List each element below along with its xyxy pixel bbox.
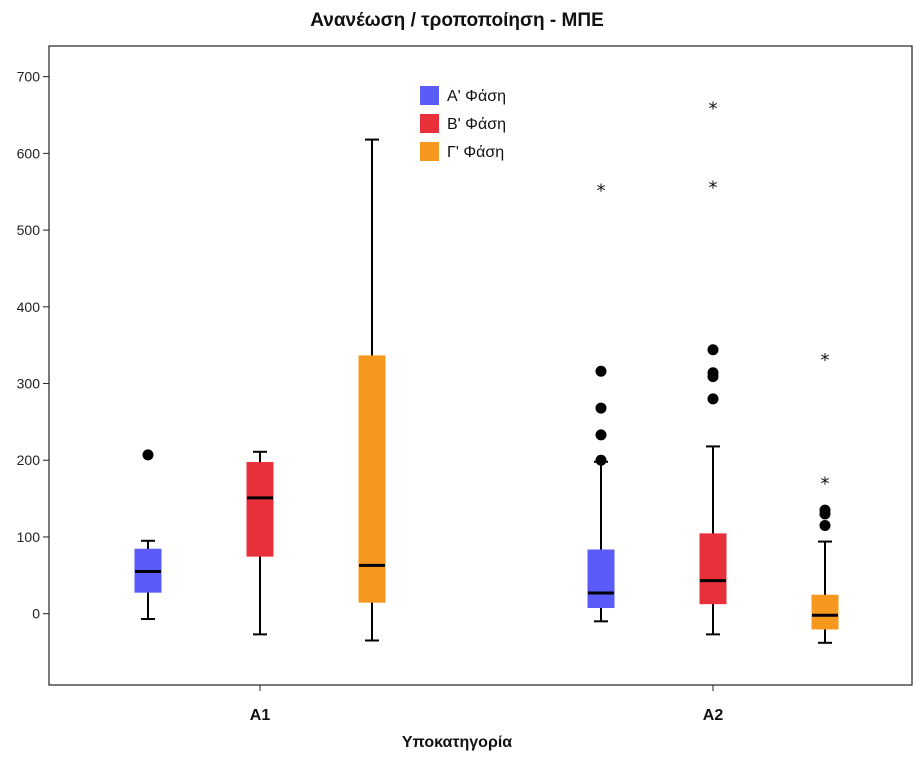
box-a1-series3 <box>358 355 386 603</box>
extreme-point: * <box>709 177 718 198</box>
extreme-point: * <box>709 98 718 119</box>
plot-frame <box>48 45 913 686</box>
y-tick-label: 300 <box>17 376 41 392</box>
legend-swatch <box>420 86 439 105</box>
box-a1-series2 <box>246 462 274 557</box>
y-tick-label: 400 <box>17 299 41 315</box>
legend-swatch <box>420 142 439 161</box>
legend-label: Γ' Φάση <box>447 144 504 161</box>
outlier-point <box>595 454 607 466</box>
y-tick-label: 500 <box>17 222 41 238</box>
y-tick-label: 600 <box>17 145 41 161</box>
chart-title: Ανανέωση / τροποποίηση - ΜΠΕ <box>310 10 604 31</box>
outlier-point <box>707 367 719 379</box>
box-a2-series1 <box>587 549 615 609</box>
outlier-point <box>707 393 719 405</box>
legend-label: Β' Φάση <box>447 116 506 133</box>
extreme-point: * <box>821 473 830 494</box>
x-tick-label: A1 <box>250 707 271 724</box>
extreme-point: * <box>597 180 606 201</box>
y-tick-label: 0 <box>32 606 40 622</box>
y-tick-label: 100 <box>17 529 41 545</box>
outlier-point <box>707 344 719 356</box>
x-axis-title: Υποκατηγορία <box>401 734 513 751</box>
extreme-point: * <box>821 350 830 371</box>
outlier-point <box>595 429 607 441</box>
outlier-point <box>595 402 607 414</box>
outlier-point <box>819 504 831 516</box>
outlier-point <box>819 519 831 531</box>
legend-label: Α' Φάση <box>447 88 506 105</box>
outlier-point <box>595 365 607 377</box>
legend-swatch <box>420 114 439 133</box>
box-a2-series3 <box>811 594 839 630</box>
box-a2-series2 <box>699 533 727 605</box>
y-tick-label: 700 <box>17 69 41 85</box>
x-tick-label: A2 <box>703 707 724 724</box>
y-tick-label: 200 <box>17 452 41 468</box>
outlier-point <box>142 449 154 461</box>
